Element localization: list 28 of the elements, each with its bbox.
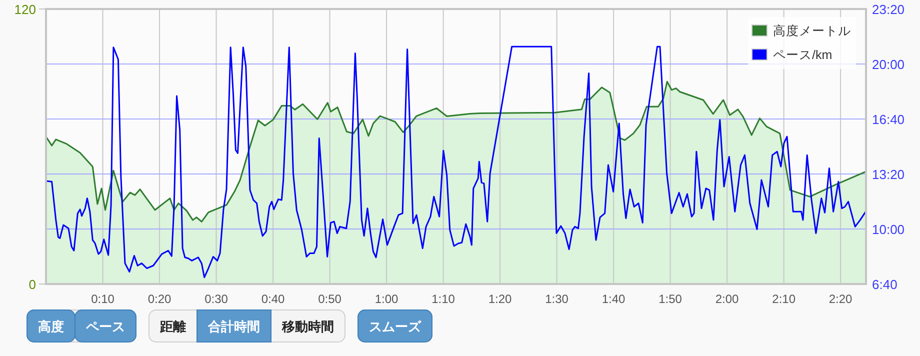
x-tick-label: 1:50 — [658, 292, 682, 306]
y2-tick-label: 13:20 — [872, 167, 905, 182]
y2-tick-label: 16:40 — [872, 112, 905, 127]
x-tick-label: 2:10 — [772, 292, 796, 306]
x-tick-label: 1:40 — [602, 292, 626, 306]
legend-label: ペース/km — [773, 48, 832, 62]
x-tick-label: 0:20 — [148, 292, 172, 306]
y2-tick-label: 23:20 — [872, 2, 905, 17]
y2-tick-label: 6:40 — [872, 277, 898, 292]
x-tick-label: 2:00 — [715, 292, 740, 306]
y2-tick-label: 20:00 — [872, 56, 905, 72]
x-tick-label: 1:20 — [488, 292, 512, 306]
button-group: 距離 合計時間 移動時間 — [148, 310, 346, 342]
y-tick-label: 0 — [28, 277, 36, 292]
x-tick-label: 0:40 — [261, 292, 286, 306]
button-group: スムーズ — [358, 310, 432, 342]
line-series — [45, 46, 866, 278]
y2-tick-label: 10:00 — [872, 222, 905, 238]
y-tick-label: 120 — [14, 2, 36, 17]
x-tick-label: 1:30 — [545, 292, 569, 306]
x-tick-label: 1:00 — [374, 292, 399, 306]
x-tick-label: 0:30 — [204, 292, 228, 306]
legend-label: 高度メートル — [773, 23, 851, 38]
x-tick-label: 0:10 — [91, 292, 115, 306]
x-tick-label: 2:20 — [828, 292, 853, 306]
x-tick-label: 1:10 — [432, 292, 456, 306]
button-group: 高度 ペース — [26, 310, 136, 342]
x-tick-label: 0:50 — [318, 292, 342, 306]
